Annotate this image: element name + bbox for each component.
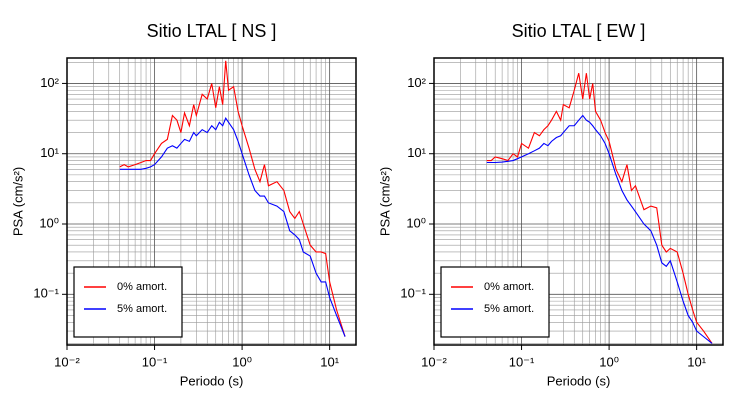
y-tick-label: 10¹ [40, 145, 59, 160]
series-line [119, 117, 346, 337]
x-axis-label: Periodo (s) [547, 373, 611, 388]
legend: 0% amort. 5% amort. [440, 266, 550, 338]
legend-label: 0% amort. [117, 281, 167, 293]
x-tick-label: 10⁻² [54, 354, 80, 369]
y-tick-label: 10⁰ [39, 215, 59, 230]
x-tick-label: 10¹ [687, 354, 706, 369]
y-tick-label: 10⁰ [406, 215, 426, 230]
x-axis-label: Periodo (s) [180, 373, 244, 388]
x-tick-label: 10⁻¹ [509, 354, 535, 369]
y-tick-label: 10⁻¹ [400, 286, 426, 301]
legend-label: 5% amort. [484, 303, 534, 315]
series-line [119, 60, 346, 337]
plot-frame [433, 57, 724, 346]
legend-box [73, 266, 183, 338]
series-line [486, 73, 713, 344]
chart: Sitio LTAL [ EW ] Periodo (s) PSA (cm/s²) 1… [377, 21, 724, 388]
series-line [486, 114, 713, 344]
y-axis-label: PSA (cm/s²) [10, 167, 25, 236]
legend-label: 0% amort. [484, 281, 534, 293]
y-tick-label: 10² [40, 75, 59, 90]
y-tick-label: 10⁻¹ [33, 286, 59, 301]
x-tick-label: 10⁰ [599, 354, 619, 369]
legend-box [440, 266, 550, 338]
y-axis-label: PSA (cm/s²) [377, 167, 392, 236]
x-tick-label: 10⁻¹ [142, 354, 168, 369]
y-tick-label: 10¹ [407, 145, 426, 160]
y-tick-label: 10² [407, 75, 426, 90]
x-tick-label: 10⁰ [232, 354, 252, 369]
legend-label: 5% amort. [117, 303, 167, 315]
chart: Sitio LTAL [ NS ] Periodo (s) PSA (cm/s²) 1… [10, 21, 357, 388]
x-tick-label: 10⁻² [421, 354, 447, 369]
plot-frame [66, 57, 357, 346]
chart-title: Sitio LTAL [ NS ] [147, 21, 277, 41]
legend: 0% amort. 5% amort. [73, 266, 183, 338]
x-tick-label: 10¹ [320, 354, 339, 369]
chart-title: Sitio LTAL [ EW ] [512, 21, 646, 41]
